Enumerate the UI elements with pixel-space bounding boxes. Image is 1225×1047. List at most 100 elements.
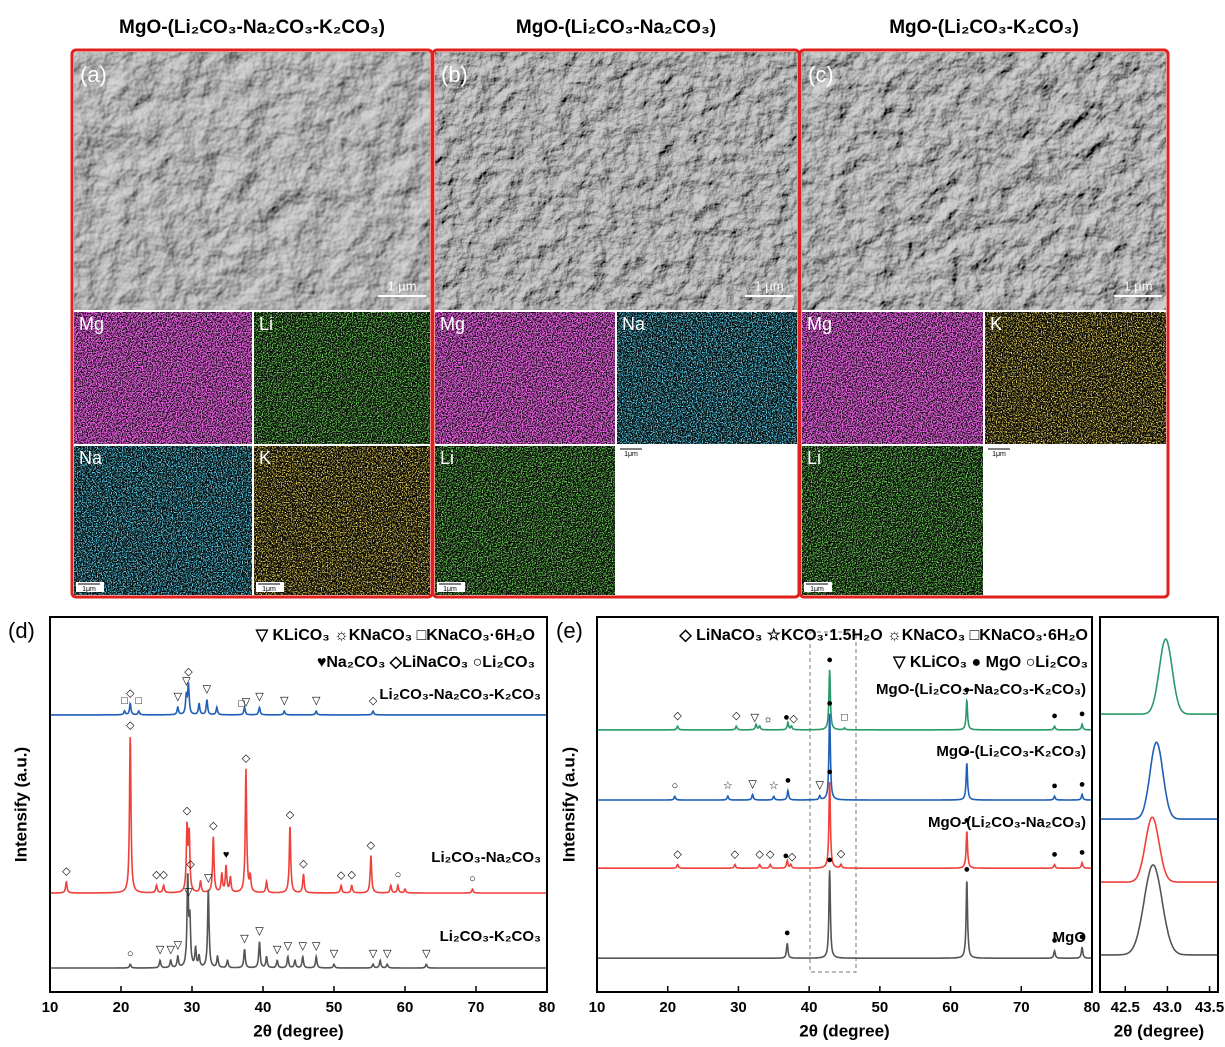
peak-marker: ●	[1079, 778, 1086, 790]
peak-marker: □	[135, 695, 142, 707]
map-scale-bg	[437, 582, 465, 592]
series-label: MgO	[1053, 929, 1087, 946]
peak-marker: ●	[1079, 931, 1086, 943]
peak-marker: ●	[1079, 847, 1086, 859]
x-axis-label: 2θ (degree)	[799, 1021, 889, 1040]
peak-marker: ●	[826, 698, 833, 710]
peak-marker: ◇	[126, 719, 135, 731]
x-tick-label: 60	[942, 999, 959, 1016]
peak-marker: ▽	[156, 944, 165, 956]
peak-marker: ▽	[330, 948, 339, 960]
peak-marker: ●	[964, 815, 971, 827]
x-tick-label: 30	[184, 999, 201, 1016]
element-label: Na	[622, 314, 646, 334]
peak-marker: ○	[395, 869, 402, 881]
x-tick-label: 10	[589, 999, 606, 1016]
peak-marker: ▽	[242, 697, 251, 709]
eds-map	[254, 446, 430, 595]
element-label: Li	[259, 314, 273, 334]
peak-marker: ●	[785, 774, 792, 786]
peak-marker: ◇	[673, 848, 682, 860]
eds-map	[435, 446, 615, 595]
x-tick-label: 60	[397, 999, 414, 1016]
peak-marker: ◇	[159, 869, 168, 881]
peak-marker: ▽	[816, 780, 825, 792]
peak-marker: ▽	[422, 948, 431, 960]
peak-marker: ◇	[837, 848, 846, 860]
x-tick-label: 40	[255, 999, 272, 1016]
x-axis-label: 2θ (degree)	[1114, 1021, 1204, 1040]
element-label: Mg	[440, 314, 465, 334]
peak-marker: ◇	[673, 710, 682, 722]
sem-image	[74, 52, 430, 310]
peak-marker: ♥	[223, 849, 230, 861]
eds-map	[254, 312, 430, 444]
peak-marker: ▽	[174, 940, 183, 952]
panel-label: (b)	[441, 62, 468, 87]
peak-marker: ●	[784, 927, 791, 939]
peak-marker: ◇	[209, 820, 218, 832]
map-scale-bg	[618, 447, 646, 457]
eds-map	[802, 312, 983, 444]
xrd-trace	[50, 682, 547, 716]
peak-marker: ◇	[337, 869, 346, 881]
xrd-trace	[597, 669, 1092, 731]
peak-marker: ●	[826, 854, 833, 866]
peak-marker: ◇	[789, 713, 798, 725]
panel-frame	[798, 48, 1170, 599]
peak-marker: ●	[1079, 708, 1086, 720]
series-label: MgO-(Li₂CO₃-K₂CO₃)	[936, 743, 1086, 760]
x-tick-label: 40	[801, 999, 818, 1016]
peak-marker: ◇	[367, 839, 376, 851]
peak-marker: ●	[1051, 780, 1058, 792]
scale-bar-label: 1 µm	[1123, 278, 1152, 293]
inset-trace	[1100, 816, 1218, 883]
series-label: Li₂CO₃-Na₂CO₃	[431, 849, 541, 866]
peak-marker: ◇	[152, 869, 161, 881]
inset-trace	[1100, 741, 1218, 820]
legend-entry: ▽ KLiCO₃ ☼KNaCO₃ □KNaCO₃·6H₂O	[255, 627, 535, 644]
plot-frame	[596, 616, 1093, 993]
peak-marker: ☼	[763, 714, 773, 726]
map-scale-label: 1μm	[262, 586, 276, 593]
peak-marker: ▽	[299, 940, 308, 952]
x-tick-label: 42.5	[1111, 999, 1140, 1016]
element-label: K	[990, 314, 1002, 334]
scale-bar-label: 1 µm	[754, 278, 783, 293]
peak-marker: ●	[782, 850, 789, 862]
eds-map	[802, 446, 983, 595]
y-axis-label: Intensify (a.u.)	[11, 747, 30, 862]
series-label: MgO-(Li₂CO₃-Na₂CO₃-K₂CO₃)	[876, 681, 1086, 698]
peak-marker: ●	[826, 654, 833, 666]
xrd-trace	[597, 781, 1092, 869]
x-tick-label: 80	[539, 999, 556, 1016]
peak-marker: ☆	[769, 780, 779, 792]
map-scale-bg	[986, 447, 1014, 457]
peak-marker: ●	[964, 684, 971, 696]
plot-frame	[49, 616, 548, 993]
peak-marker: ◇	[286, 809, 295, 821]
x-tick-label: 43.0	[1153, 999, 1182, 1016]
x-tick-label: 70	[1013, 999, 1030, 1016]
sem-image	[802, 52, 1166, 310]
eds-map	[985, 312, 1166, 444]
peak-marker: ▽	[255, 925, 264, 937]
eds-map	[617, 312, 797, 444]
peak-marker: ▽	[280, 695, 289, 707]
peak-marker: ▽	[383, 948, 392, 960]
peak-marker: ▽	[182, 676, 191, 688]
eds-map	[74, 446, 252, 595]
peak-marker: □	[238, 698, 245, 710]
peak-marker: ●	[783, 712, 790, 724]
peak-marker: ▽	[369, 948, 378, 960]
map-scale-bg	[76, 582, 104, 592]
peak-marker: ◇	[186, 858, 195, 870]
peak-marker: ●	[964, 863, 971, 875]
xrd-trace	[50, 873, 547, 969]
element-label: Na	[79, 448, 103, 468]
inset-trace	[1100, 864, 1218, 956]
map-scale-bg	[804, 582, 832, 592]
element-label: K	[259, 448, 271, 468]
x-tick-label: 50	[872, 999, 889, 1016]
